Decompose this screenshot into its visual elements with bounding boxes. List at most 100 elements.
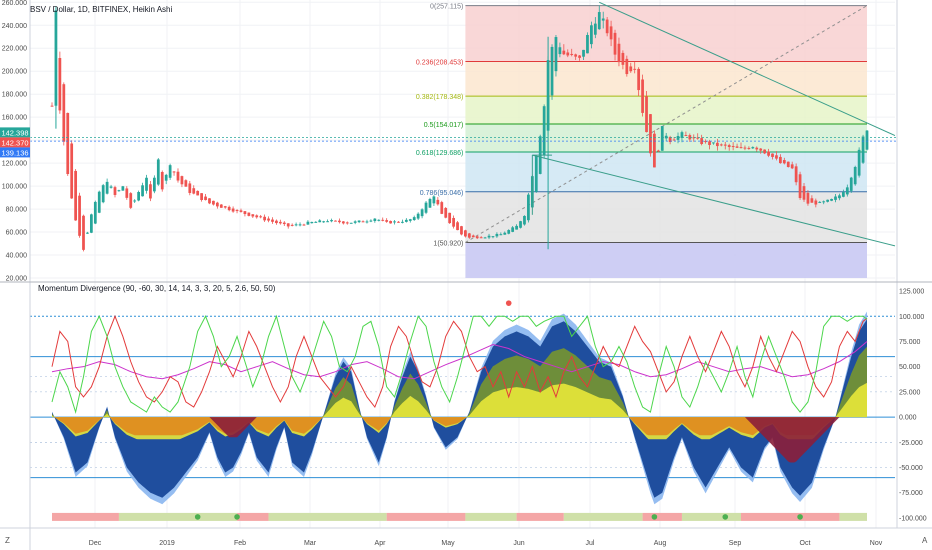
candle-body bbox=[341, 221, 345, 224]
candle-body bbox=[259, 216, 263, 218]
time-tick-label: 2019 bbox=[159, 540, 175, 547]
candle-body bbox=[200, 193, 203, 201]
candle-body bbox=[830, 198, 833, 201]
candle-body bbox=[857, 149, 861, 176]
candle-body bbox=[826, 199, 830, 202]
candle-body bbox=[129, 193, 133, 208]
fib-level-label: 0.618(129.686) bbox=[416, 150, 463, 157]
candle-body bbox=[515, 225, 518, 230]
fib-zone bbox=[465, 151, 867, 192]
state-bar-segment bbox=[118, 512, 238, 521]
candle-body bbox=[794, 166, 798, 183]
candle-body bbox=[247, 212, 251, 216]
candle-body bbox=[330, 220, 333, 222]
candle-body bbox=[574, 54, 578, 57]
fib-level-label: 0.5(154.017) bbox=[424, 122, 464, 129]
candle-body bbox=[834, 196, 837, 200]
state-bar-segment bbox=[386, 512, 466, 521]
corner-label-left[interactable]: Z bbox=[5, 536, 10, 545]
candle-body bbox=[408, 219, 412, 221]
time-tick-label: Mar bbox=[304, 540, 317, 547]
candle-body bbox=[550, 46, 554, 96]
price-tick-label: 200.000 bbox=[2, 69, 27, 76]
candle-body bbox=[578, 55, 581, 58]
candle-body bbox=[511, 227, 515, 232]
candle-body bbox=[838, 195, 841, 199]
candle-body bbox=[227, 206, 231, 211]
candle-body bbox=[50, 105, 54, 107]
trend-lines bbox=[30, 1, 897, 247]
price-tick-label: 160.000 bbox=[2, 115, 27, 122]
fib-zone bbox=[465, 61, 867, 97]
candle-body bbox=[759, 148, 763, 151]
candle-body bbox=[353, 221, 357, 223]
candle-body bbox=[668, 137, 672, 142]
candle-body bbox=[164, 174, 168, 181]
candle-body bbox=[322, 221, 326, 223]
candle-body bbox=[338, 220, 341, 223]
corner-label-right[interactable]: A bbox=[922, 536, 928, 545]
candle-body bbox=[708, 141, 711, 146]
candle-body bbox=[542, 106, 546, 156]
candle-body bbox=[747, 147, 751, 149]
candle-body bbox=[235, 210, 239, 212]
candle-body bbox=[97, 191, 101, 213]
candle-body bbox=[641, 79, 644, 113]
candle-body bbox=[180, 176, 184, 185]
candle-body bbox=[483, 237, 487, 239]
candle-body bbox=[841, 192, 845, 197]
candle-body bbox=[865, 130, 869, 150]
fib-zone bbox=[465, 5, 867, 62]
price-tag-label: 139.136 bbox=[1, 148, 28, 157]
candle-body bbox=[755, 147, 759, 150]
candle-body bbox=[637, 68, 641, 91]
candle-body bbox=[534, 156, 538, 192]
candle-body bbox=[696, 137, 700, 139]
candle-body bbox=[609, 26, 613, 40]
time-tick-label: Apr bbox=[375, 540, 387, 547]
candle-body bbox=[243, 211, 247, 215]
candle-body bbox=[420, 209, 424, 217]
candle-body bbox=[491, 236, 495, 238]
candle-body bbox=[294, 224, 298, 226]
time-tick-label: May bbox=[441, 540, 455, 547]
candle-body bbox=[125, 188, 129, 198]
candle-body bbox=[743, 147, 747, 149]
candle-body bbox=[310, 221, 314, 224]
candle-body bbox=[621, 52, 625, 65]
candle-body bbox=[845, 187, 849, 195]
state-bar-segment bbox=[268, 512, 387, 521]
candle-body bbox=[495, 233, 499, 237]
candle-body bbox=[82, 215, 85, 250]
candle-body bbox=[89, 214, 93, 233]
chart-title: BSV / Dollar, 1D, BITFINEX, Heikin Ashi bbox=[30, 5, 172, 14]
candle-body bbox=[739, 147, 743, 149]
candle-body bbox=[298, 224, 302, 226]
candle-body bbox=[684, 135, 688, 137]
candle-body bbox=[231, 208, 235, 212]
candle-body bbox=[271, 219, 274, 222]
candle-body bbox=[196, 190, 200, 196]
candle-body bbox=[586, 34, 589, 54]
signal-dot bbox=[234, 514, 240, 520]
red-line bbox=[51, 314, 868, 409]
candle-body bbox=[345, 222, 349, 224]
state-bar-segment bbox=[642, 512, 682, 521]
candle-body bbox=[822, 201, 826, 203]
candle-body bbox=[219, 204, 223, 208]
candle-body bbox=[389, 220, 392, 224]
candle-body bbox=[527, 194, 530, 221]
candle-body bbox=[86, 232, 89, 234]
candle-body bbox=[660, 126, 664, 151]
price-tick-label: 180.000 bbox=[2, 92, 27, 99]
signal-dot bbox=[651, 514, 658, 520]
state-bar-segment bbox=[465, 512, 517, 521]
price-tick-label: 220.000 bbox=[2, 46, 27, 53]
candle-body bbox=[188, 183, 192, 193]
state-bar-segment bbox=[681, 512, 742, 521]
candle-body bbox=[692, 137, 696, 139]
candle-body bbox=[436, 199, 440, 205]
candle-body bbox=[255, 215, 259, 218]
state-bar-segment bbox=[563, 512, 643, 521]
candle-body bbox=[204, 196, 207, 201]
